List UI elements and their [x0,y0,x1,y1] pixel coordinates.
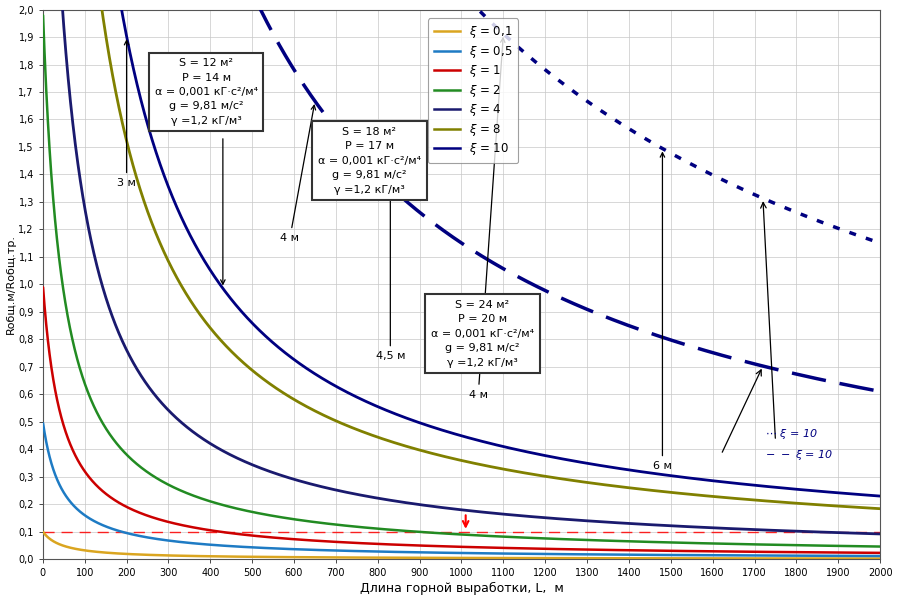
Text: 6 м: 6 м [653,153,672,471]
Text: $-\ -$ $\xi$ = 10: $-\ -$ $\xi$ = 10 [765,448,833,462]
Text: 4 м: 4 м [214,123,233,284]
X-axis label: Длина горной выработки, L,  м: Длина горной выработки, L, м [359,582,563,596]
Y-axis label: Rобщ.м/Rобщ.тр.: Rобщ.м/Rобщ.тр. [5,234,15,334]
Text: S = 18 м²
P = 17 м
α = 0,001 кГ·с²/м⁴
g = 9,81 м/с²
γ =1,2 кГ/м³: S = 18 м² P = 17 м α = 0,001 кГ·с²/м⁴ g … [318,127,421,195]
Text: 4 м: 4 м [469,38,505,400]
Text: $\cdots$ $\xi$ = 10: $\cdots$ $\xi$ = 10 [765,427,818,441]
Text: S = 12 м²
P = 14 м
α = 0,001 кГ·с²/м⁴
g = 9,81 м/с²
γ =1,2 кГ/м³: S = 12 м² P = 14 м α = 0,001 кГ·с²/м⁴ g … [154,58,258,126]
Text: 4 м: 4 м [280,105,315,243]
Text: 3 м: 3 м [117,40,136,188]
Legend: $\xi$ = 0,1, $\xi$ = 0,5, $\xi$ = 1, $\xi$ = 2, $\xi$ = 4, $\xi$ = 8, $\xi$ = 10: $\xi$ = 0,1, $\xi$ = 0,5, $\xi$ = 1, $\x… [427,18,518,163]
Text: S = 24 м²
P = 20 м
α = 0,001 кГ·с²/м⁴
g = 9,81 м/с²
γ =1,2 кГ/м³: S = 24 м² P = 20 м α = 0,001 кГ·с²/м⁴ g … [431,300,534,368]
Text: 4,5 м: 4,5 м [375,191,405,361]
